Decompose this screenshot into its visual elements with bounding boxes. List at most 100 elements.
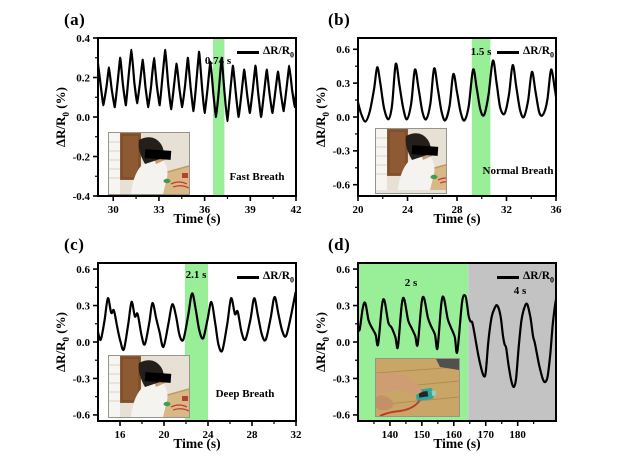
- x-axis-ticks: 16 20 24 28 32: [115, 421, 303, 441]
- highlight-band: [471, 38, 491, 196]
- y-axis-ticks: 0.4 0.2 0.0 -0.2 -0.4: [73, 33, 98, 203]
- person-breathing-illustration: [376, 129, 446, 190]
- highlight-band: [468, 263, 556, 421]
- chart-canvas-deep-breath: 16 20 24 28 32 0.6 0.3 0.0 -0.3 -0.6: [73, 262, 303, 441]
- panel-letter-label: (c): [64, 235, 85, 254]
- sensor-wires: [170, 181, 189, 189]
- legend: ΔR/R0: [236, 270, 294, 284]
- y-tick-label: 0.0: [76, 337, 90, 349]
- legend-series-label: ΔR/R0: [263, 270, 294, 284]
- y-tick-label: -0.3: [333, 146, 351, 158]
- inset-photo-person-breathing: [108, 355, 190, 418]
- y-axis-ticks: 0.6 0.3 0.0 -0.3 -0.6: [333, 264, 358, 422]
- x-axis-title: Time (s): [433, 436, 481, 451]
- x-axis-ticks: 140 150 160 170 180: [373, 421, 535, 441]
- signal-curve: [358, 293, 556, 389]
- door: [120, 133, 141, 180]
- x-tick-label: 20: [159, 429, 171, 441]
- y-tick-label: -0.4: [73, 191, 91, 203]
- panel-letter-label: (b): [328, 10, 351, 29]
- x-tick-label: 24: [203, 429, 215, 441]
- privacy-censor-bar: [411, 145, 439, 156]
- hand-thumb: [376, 395, 394, 411]
- legend: ΔR/R0: [496, 270, 554, 284]
- legend-line-swatch: [496, 50, 519, 54]
- panel-letter-label: (d): [328, 235, 351, 254]
- x-tick-label: 24: [402, 204, 414, 216]
- x-tick-label: 32: [501, 204, 513, 216]
- x-tick-label: 33: [153, 204, 165, 216]
- y-tick-label: 0.6: [336, 264, 350, 276]
- finger-press-illustration: [376, 359, 459, 416]
- panel-c-deep-breath: (c) ΔR/R0 (%) 16 20 24 28 32 0.6 0.3 0.0 -0.3 -0.…: [20, 235, 320, 465]
- y-tick-label: 0.0: [336, 112, 350, 124]
- legend: ΔR/R0: [496, 45, 554, 60]
- legend-line-swatch: [236, 50, 259, 54]
- x-tick-label: 16: [115, 429, 127, 441]
- x-tick-label: 39: [245, 204, 256, 216]
- dark-object: [436, 359, 459, 370]
- person-breathing-illustration: [109, 356, 189, 417]
- y-tick-label: -0.3: [333, 373, 351, 385]
- sensor-device: [163, 178, 171, 184]
- x-tick-label: 32: [291, 429, 303, 441]
- x-tick-label: 20: [353, 204, 365, 216]
- band-duration-label: 0.74 s: [204, 55, 232, 67]
- y-tick-label: -0.3: [73, 373, 91, 385]
- signal-curve: [98, 291, 296, 353]
- x-tick-label: 42: [291, 204, 303, 216]
- legend-text: ΔR/R: [522, 45, 550, 57]
- legend-text: ΔR/R: [262, 45, 290, 57]
- legend-line-swatch: [496, 275, 519, 279]
- breath-type-label: Deep Breath: [215, 388, 275, 400]
- panel-letter-label: (a): [64, 10, 86, 29]
- sensor-wires: [437, 177, 446, 184]
- shelf: [109, 356, 120, 417]
- x-axis-ticks: 20 24 28 32 36: [353, 196, 563, 216]
- sensor-wires: [170, 404, 189, 412]
- legend-text-subscript: 0: [290, 275, 294, 285]
- person-shirt: [131, 160, 168, 194]
- x-tick-label: 180: [509, 429, 526, 441]
- x-tick-label: 160: [446, 429, 463, 441]
- panel-b-normal-breath: (b) ΔR/R0 (%) 20 24 28 32 36 0.6 0.3 0.0 -0.3 -0.…: [280, 10, 580, 240]
- legend-text-subscript: 0: [550, 50, 554, 60]
- legend-text: ΔR/R: [522, 270, 550, 282]
- chart-canvas-normal-breath: 20 24 28 32 36 0.6 0.3 0.0 -0.3 -0.6: [333, 37, 563, 216]
- x-tick-label: 28: [247, 429, 259, 441]
- sensor-device: [163, 401, 171, 407]
- door: [120, 356, 141, 403]
- sensor-device: [430, 174, 438, 180]
- y-tick-label: -0.2: [73, 151, 91, 163]
- chart-canvas-fast-breath: 30 33 36 39 42 0.4 0.2 0.0 -0.2 -0.4: [73, 33, 303, 216]
- legend-series-label: ΔR/R0: [523, 270, 554, 284]
- y-tick-label: 0.2: [76, 72, 90, 84]
- data-series: [358, 59, 556, 123]
- signal-curve: [98, 48, 296, 123]
- legend-text-subscript: 0: [550, 275, 554, 285]
- highlight-band: [213, 38, 225, 196]
- breath-type-label: Fast Breath: [229, 171, 285, 183]
- shelf: [376, 129, 387, 190]
- hand-index-finger: [376, 373, 422, 396]
- y-tick-label: 0.0: [336, 337, 350, 349]
- y-tick-label: 0.6: [336, 44, 350, 56]
- y-tick-label: 0.3: [76, 300, 90, 312]
- legend-line-swatch: [236, 275, 259, 279]
- inset-photo-person-breathing: [375, 128, 447, 194]
- x-tick-label: 28: [452, 204, 464, 216]
- y-tick-label: 0.4: [76, 33, 90, 45]
- y-axis-ticks: 0.6 0.3 0.0 -0.3 -0.6: [333, 44, 358, 192]
- x-tick-label: 36: [551, 204, 563, 216]
- privacy-censor-bar: [144, 149, 172, 160]
- y-axis-ticks: 0.6 0.3 0.0 -0.3 -0.6: [73, 264, 98, 422]
- panel-d-finger-press: (d) ΔR/R0 (%) 140 150 160 170 180 0.6 0.3 0.0 -0…: [280, 235, 580, 465]
- inset-photo-finger-pressing-device: [375, 358, 460, 417]
- band-duration-label: 2.1 s: [185, 269, 207, 281]
- door: [387, 129, 408, 176]
- x-tick-label: 150: [414, 429, 431, 441]
- person-shirt: [398, 156, 435, 190]
- y-tick-label: -0.6: [333, 410, 351, 422]
- red-module: [182, 173, 188, 178]
- legend-text: ΔR/R: [262, 270, 290, 282]
